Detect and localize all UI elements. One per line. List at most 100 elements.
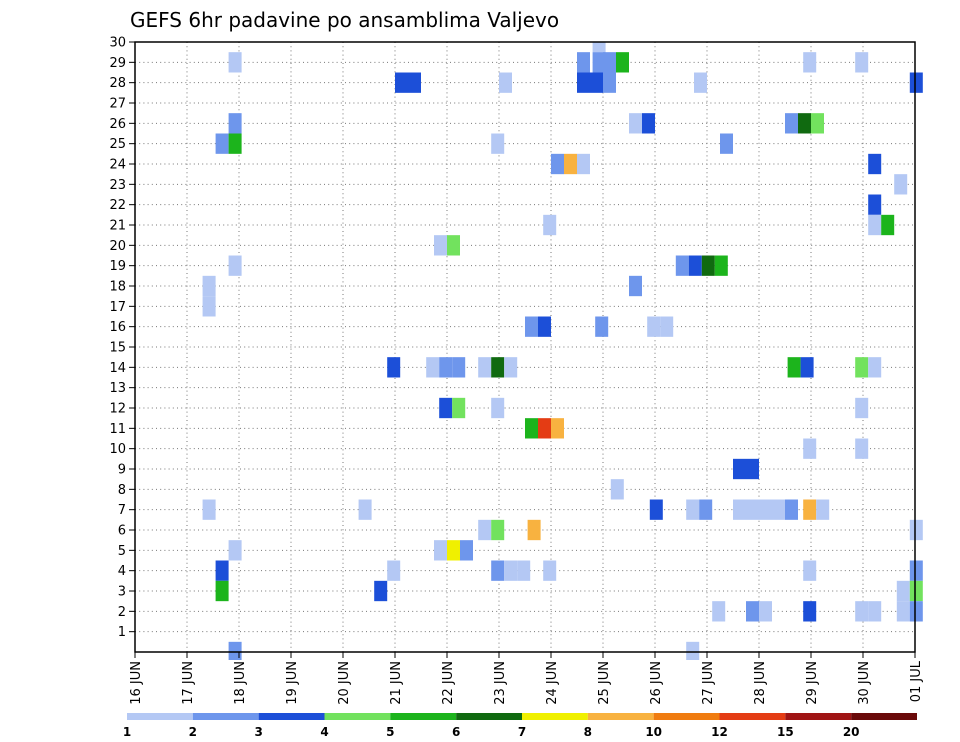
y-tick-label: 5 [118, 544, 126, 559]
precip-cell [527, 519, 541, 541]
precip-cell [452, 397, 466, 419]
x-tick-label: 19 JUN [285, 661, 300, 705]
precip-cell [803, 499, 817, 520]
precip-cell [577, 72, 590, 93]
precip-cell [478, 357, 492, 378]
precip-cell [434, 540, 447, 561]
legend-label: 5 [386, 725, 394, 739]
y-tick-label: 23 [109, 178, 126, 193]
x-tick-label: 20 JUN [337, 661, 352, 705]
precip-cell [759, 601, 772, 622]
precip-cell [592, 42, 606, 53]
precip-cell [694, 72, 707, 93]
y-tick-label: 9 [118, 463, 126, 478]
y-tick-label: 6 [118, 524, 126, 539]
precip-cell [733, 458, 746, 480]
y-tick-label: 3 [118, 585, 126, 600]
precip-cell [785, 499, 798, 520]
legend-swatch [192, 713, 259, 720]
y-tick-label: 21 [109, 219, 126, 234]
precip-cell [896, 601, 910, 622]
precip-cell [686, 499, 700, 520]
precip-cell [228, 540, 242, 561]
precip-cell [868, 357, 882, 378]
x-tick-label: 22 JUN [441, 661, 456, 705]
precip-cell [909, 580, 923, 602]
precip-cell [759, 499, 772, 520]
legend-swatch [653, 713, 720, 720]
y-tick-label: 19 [109, 259, 126, 274]
x-tick-label: 25 JUN [597, 661, 612, 705]
legend-label: 3 [254, 725, 262, 739]
precip-cell [798, 113, 811, 134]
precip-cell [447, 540, 460, 561]
precip-cell [787, 357, 801, 378]
legend-label: 20 [843, 725, 860, 739]
precip-cell [868, 194, 882, 215]
precip-cell [855, 357, 869, 378]
legend-label: 2 [189, 725, 197, 739]
y-tick-label: 10 [109, 442, 126, 457]
precip-cell [629, 113, 642, 134]
precip-cell [592, 52, 606, 73]
y-tick-label: 22 [109, 198, 126, 213]
y-tick-label: 12 [109, 402, 126, 417]
x-tick-label: 23 JUN [493, 661, 508, 705]
x-tick-label: 27 JUN [701, 661, 716, 705]
precip-cell [491, 560, 505, 581]
precip-cell [642, 113, 655, 134]
precip-cell [855, 52, 869, 73]
precip-cell [675, 255, 689, 276]
y-tick-label: 8 [118, 483, 126, 498]
precip-cell [803, 438, 817, 459]
precip-cell [491, 133, 505, 154]
precip-cell [610, 479, 624, 500]
precip-cell [746, 499, 759, 520]
precip-cell [504, 357, 518, 378]
legend-label: 7 [518, 725, 526, 739]
precip-cell [228, 113, 242, 134]
legend-swatch [785, 713, 852, 720]
precip-cell [525, 316, 538, 337]
precip-cell [855, 438, 869, 459]
precip-cell [629, 275, 642, 297]
x-tick-label: 17 JUN [181, 661, 196, 705]
precip-cell [746, 458, 759, 480]
precip-cell [215, 560, 229, 581]
legend-swatch [587, 713, 654, 720]
precip-cell [688, 255, 702, 276]
precip-cell [491, 397, 505, 419]
y-tick-label: 28 [109, 76, 126, 91]
precip-cell [595, 316, 609, 337]
precip-cell [803, 560, 817, 581]
precip-cell [660, 316, 674, 337]
precip-cell [649, 499, 663, 520]
y-tick-label: 29 [109, 56, 126, 71]
legend-swatch [719, 713, 786, 720]
precip-cell [577, 153, 590, 175]
precip-cell [894, 174, 908, 195]
legend-label: 1 [123, 725, 131, 739]
precip-cell [868, 214, 882, 236]
legend-swatch [851, 713, 917, 720]
precip-cell [491, 519, 505, 541]
precip-cell [439, 357, 453, 378]
legend-swatch [456, 713, 522, 720]
precip-cell [228, 133, 242, 154]
precip-cell [215, 580, 229, 602]
legend-label: 6 [452, 725, 460, 739]
legend-label: 15 [777, 725, 794, 739]
precip-cell [447, 235, 460, 256]
x-axis: 16 JUN 17 JUN 18 JUN 19 JUN 20 JUN 21 JUN 22 J… [129, 652, 924, 705]
precip-cell [772, 499, 785, 520]
y-tick-label: 15 [109, 341, 126, 356]
precip-cell [811, 113, 824, 134]
precip-cell [517, 560, 531, 581]
precip-cell [551, 153, 564, 175]
legend-label: 10 [645, 725, 662, 739]
precip-cell [816, 499, 830, 520]
precip-cell [538, 316, 551, 337]
x-tick-label: 28 JUN [753, 661, 768, 705]
precip-cell [868, 153, 882, 175]
precip-cell [577, 52, 590, 73]
